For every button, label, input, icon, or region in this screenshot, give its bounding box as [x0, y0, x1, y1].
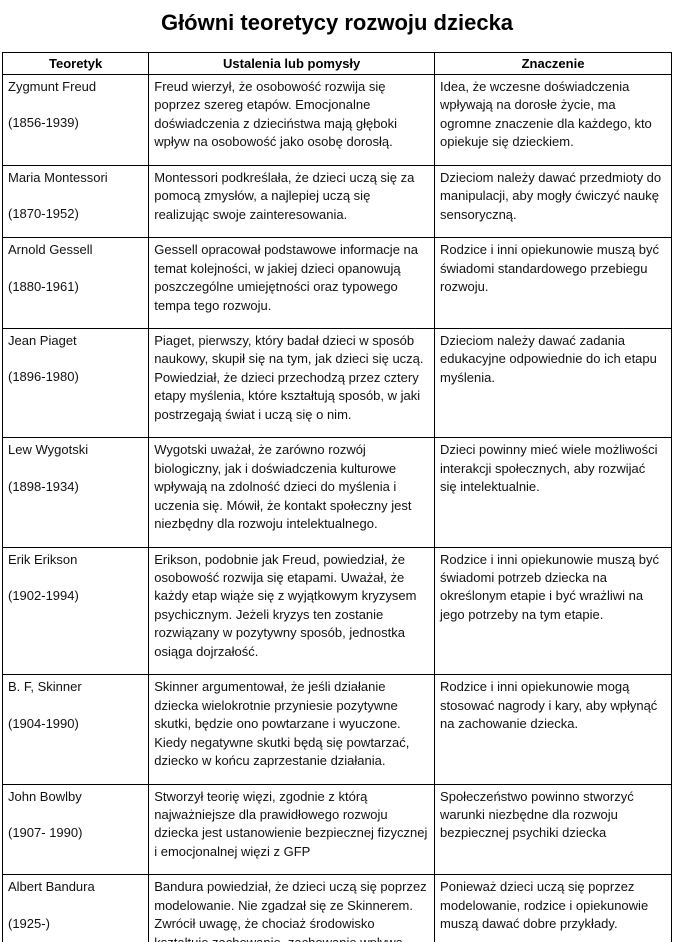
theorist-years: (1856-1939)	[8, 115, 79, 131]
theorist-ideas: Montessori podkreślała, że dzieci uczą s…	[148, 164, 436, 239]
theorist-name: Arnold Gessell	[8, 242, 93, 258]
table-row: Albert Bandura (1925-) Bandura powiedzia…	[1, 874, 672, 942]
theorist-significance: Dzieciom należy dawać przedmioty do mani…	[434, 164, 672, 239]
theorist-name: Erik Erikson	[8, 551, 78, 567]
theorist-name: B. F, Skinner	[8, 679, 82, 695]
column-header-significance: Znaczenie	[434, 52, 672, 75]
column-header-theorist: Teoretyk	[1, 52, 150, 75]
theorist-ideas: Freud wierzył, że osobowość rozwija się …	[148, 74, 436, 166]
theorist-name: Maria Montessori	[8, 169, 108, 185]
theorist-years: (1896-1980)	[8, 369, 79, 385]
theorist-years: (1880-1961)	[8, 278, 79, 294]
table-row: Erik Erikson (1902-1994) Erikson, podobn…	[1, 546, 672, 676]
theorists-table: Teoretyk Ustalenia lub pomysły Znaczenie…	[1, 52, 672, 942]
table-row: Lew Wygotski (1898-1934) Wygotski uważał…	[1, 437, 672, 548]
table-row: Arnold Gessell (1880-1961) Gessell oprac…	[1, 237, 672, 329]
theorist-ideas: Erikson, podobnie jak Freud, powiedział,…	[148, 546, 436, 676]
table-row: B. F, Skinner (1904-1990) Skinner argume…	[1, 674, 672, 785]
theorist-years: (1902-1994)	[8, 587, 79, 603]
theorist-name: Zygmunt Freud	[8, 79, 97, 94]
theorist-significance: Dzieci powinny mieć wiele możliwości int…	[434, 437, 672, 548]
theorist-name: Lew Wygotski	[8, 442, 89, 458]
theorist-significance: Rodzice i inni opiekunowie muszą być świ…	[434, 546, 672, 676]
theorist-years: (1907- 1990)	[8, 824, 83, 840]
theorist-ideas: Skinner argumentował, że jeśli działanie…	[148, 674, 436, 785]
theorist-name: John Bowlby	[8, 788, 82, 804]
theorist-cell: B. F, Skinner (1904-1990)	[1, 674, 150, 785]
theorist-ideas: Gessell opracował podstawowe informacje …	[148, 237, 436, 329]
theorist-significance: Społeczeństwo powinno stworzyć warunki n…	[434, 783, 672, 876]
theorist-cell: Maria Montessori (1870-1952)	[1, 164, 150, 239]
theorist-ideas: Wygotski uważał, że zarówno rozwój biolo…	[148, 437, 436, 548]
theorist-cell: Albert Bandura (1925-)	[1, 874, 150, 942]
theorist-significance: Dzieciom należy dawać zadania edukacyjne…	[434, 327, 672, 439]
theorist-years: (1904-1990)	[8, 715, 79, 731]
theorist-name: Jean Piaget	[8, 332, 77, 348]
theorist-cell: Jean Piaget (1896-1980)	[1, 327, 150, 439]
theorist-cell: John Bowlby (1907- 1990)	[1, 783, 150, 876]
theorist-years: (1870-1952)	[8, 206, 79, 222]
theorist-cell: Arnold Gessell (1880-1961)	[1, 237, 150, 329]
theorist-significance: Rodzice i inni opiekunowie muszą być świ…	[434, 237, 672, 329]
table-row: John Bowlby (1907- 1990) Stworzył teorię…	[1, 783, 672, 876]
theorist-years: (1925-)	[8, 915, 50, 931]
theorist-ideas: Piaget, pierwszy, który badał dzieci w s…	[148, 327, 436, 439]
table-row: Zygmunt Freud (1856-1939) Freud wierzył,…	[1, 74, 672, 166]
table-row: Maria Montessori (1870-1952) Montessori …	[1, 164, 672, 239]
theorist-significance: Idea, że wczesne doświadczenia wpływają …	[434, 74, 672, 166]
header-row: Teoretyk Ustalenia lub pomysły Znaczenie	[1, 52, 672, 75]
theorist-significance: Rodzice i inni opiekunowie mogą stosować…	[434, 674, 672, 785]
page-title: Główni teoretycy rozwoju dziecka	[160, 10, 514, 35]
theorist-cell: Lew Wygotski (1898-1934)	[1, 437, 150, 548]
theorist-ideas: Stworzył teorię więzi, zgodnie z którą n…	[148, 783, 436, 876]
theorist-name: Albert Bandura	[8, 879, 95, 895]
theorist-significance: Ponieważ dzieci uczą się poprzez modelow…	[434, 874, 672, 942]
theorist-years: (1898-1934)	[8, 478, 79, 494]
theorist-cell: Erik Erikson (1902-1994)	[1, 546, 150, 676]
column-header-ideas: Ustalenia lub pomysły	[148, 52, 436, 75]
theorist-cell: Zygmunt Freud (1856-1939)	[1, 74, 150, 166]
table-body: Zygmunt Freud (1856-1939) Freud wierzył,…	[1, 74, 672, 942]
table-row: Jean Piaget (1896-1980) Piaget, pierwszy…	[1, 327, 672, 439]
theorist-ideas: Bandura powiedział, że dzieci uczą się p…	[148, 874, 436, 942]
